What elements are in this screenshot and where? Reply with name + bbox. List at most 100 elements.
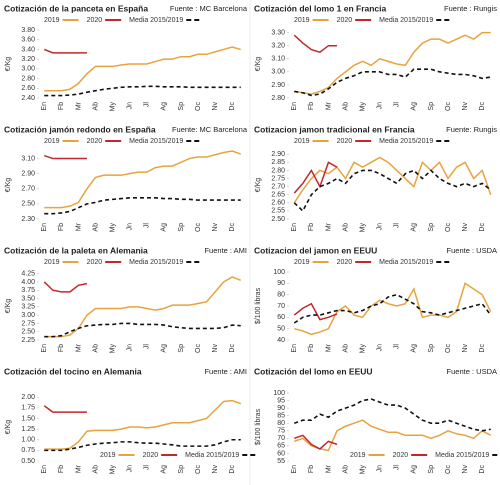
line-chart: Cotizacion del jamon en EEUU Fuente : USD…: [254, 245, 497, 353]
chart-title: Cotización del lomo 1 en Francia: [254, 3, 387, 13]
x-tick-label: En: [41, 344, 48, 353]
y-tick-label: 3.00: [21, 312, 35, 319]
y-tick-label: 3.60: [21, 37, 35, 44]
y-tick-label: 2.50: [21, 329, 35, 336]
source-note: Fuente : USDA: [447, 246, 497, 255]
y-tick-label: 70: [277, 303, 285, 310]
x-tick-label: Dc: [229, 102, 236, 111]
y-tick-label: 80: [277, 420, 285, 427]
source-note: Fuente: MC Barcelona: [172, 125, 248, 134]
y-tick-label: 2.30: [21, 216, 35, 223]
y-tick-label: 0.50: [21, 458, 35, 465]
y-tick-label: 1.25: [21, 426, 35, 433]
line-chart: Cotización jamón redondo en España Fuente…: [4, 124, 248, 232]
source-note: Fuente : USDA: [447, 367, 497, 376]
x-tick-label: Jl: [144, 102, 151, 108]
chart-title: Cotización de la panceta en España: [4, 3, 148, 13]
series-line: [44, 399, 241, 450]
y-tick-label: 2.90: [271, 82, 285, 89]
x-tick-label: Mr: [75, 101, 82, 110]
x-tick-label: En: [291, 102, 298, 111]
series-line: [294, 434, 338, 450]
x-tick-label: Mr: [75, 222, 82, 231]
series-line: [293, 156, 492, 204]
legend-label: 2019: [44, 259, 60, 266]
y-tick-label: 2.75: [271, 175, 285, 182]
x-tick-label: Fb: [58, 465, 65, 473]
y-tick-label: 100: [273, 390, 285, 397]
y-tick-label: 40: [277, 337, 285, 344]
x-tick-label: Jl: [394, 465, 401, 471]
series-line: [44, 276, 242, 338]
series-line: [294, 282, 492, 336]
x-tick-label: My: [359, 102, 366, 112]
y-tick-label: 2.65: [271, 192, 285, 199]
series-line: [293, 34, 337, 54]
x-tick-label: En: [41, 465, 48, 474]
x-tick-label: Fb: [308, 344, 315, 352]
legend-label: 2019: [294, 17, 310, 24]
y-tick-label: 70: [277, 435, 285, 442]
series-line: [43, 48, 87, 54]
y-tick-label: 3.10: [271, 56, 285, 63]
series-line: [44, 150, 241, 209]
series-line: [293, 302, 338, 321]
y-tick-label: 2.50: [271, 216, 285, 223]
x-tick-label: Mr: [325, 101, 332, 110]
x-tick-label: Jl: [144, 223, 151, 229]
x-tick-label: Oc: [445, 102, 452, 111]
y-tick-label: 2.75: [21, 320, 35, 327]
legend-label: 2020: [87, 259, 103, 266]
x-tick-label: Jn: [127, 465, 134, 473]
x-tick-label: Ag: [161, 344, 168, 353]
x-tick-label: Fb: [58, 223, 65, 231]
y-tick-label: 2.85: [271, 159, 285, 166]
x-tick-label: Sp: [428, 102, 435, 111]
y-tick-label: 4.25: [21, 271, 35, 278]
y-tick-label: 60: [277, 314, 285, 321]
legend-label: 2019: [44, 138, 60, 145]
x-tick-label: Ab: [92, 223, 99, 232]
x-tick-label: Jn: [377, 223, 384, 231]
series-line: [44, 85, 241, 97]
line-chart: Cotización de la paleta en Alemania Fuent…: [4, 245, 247, 353]
x-tick-label: Ag: [411, 465, 418, 474]
x-tick-label: Ag: [161, 102, 168, 111]
x-tick-label: Ab: [342, 465, 349, 474]
x-tick-label: Oc: [195, 465, 202, 474]
x-tick-label: Ab: [92, 102, 99, 111]
x-tick-label: My: [359, 344, 366, 354]
legend-label: Media 2015/2019: [379, 138, 433, 145]
y-axis-label: €/Kg: [5, 420, 12, 435]
x-tick-label: Sp: [178, 344, 185, 353]
x-tick-label: My: [359, 465, 366, 475]
x-tick-label: Dc: [479, 465, 486, 474]
y-tick-label: 3.40: [21, 46, 35, 53]
source-note: Fuente : MC Barcelona: [170, 4, 248, 13]
x-tick-label: Ag: [411, 223, 418, 232]
y-tick-label: 2.55: [271, 208, 285, 215]
x-tick-label: Dc: [229, 465, 236, 474]
y-axis-label: $/100 libras: [255, 287, 262, 324]
legend-label: 2020: [393, 452, 409, 459]
x-tick-label: En: [291, 465, 298, 474]
y-tick-label: 2.80: [21, 75, 35, 82]
x-tick-label: Ab: [342, 102, 349, 111]
x-tick-label: Oc: [195, 344, 202, 353]
y-tick-label: 3.20: [271, 43, 285, 50]
x-tick-label: My: [109, 223, 116, 233]
y-tick-label: 2.90: [21, 171, 35, 178]
x-tick-label: Jn: [127, 223, 134, 231]
x-tick-label: Ag: [411, 102, 418, 111]
y-tick-label: 3.50: [21, 295, 35, 302]
chart-title: Cotización de la paleta en Alemania: [4, 245, 148, 255]
chart-title: Cotización del tocino en Alemania: [4, 366, 142, 376]
y-tick-label: 65: [277, 443, 285, 450]
x-tick-label: Jn: [127, 102, 134, 110]
y-tick-label: 3.00: [271, 69, 285, 76]
line-chart: Cotización del lomo 1 en Francia Fuente :…: [254, 3, 497, 111]
x-tick-label: Ab: [342, 344, 349, 353]
y-tick-label: 2.70: [271, 183, 285, 190]
x-tick-label: Fb: [58, 344, 65, 352]
series-line: [293, 169, 492, 213]
